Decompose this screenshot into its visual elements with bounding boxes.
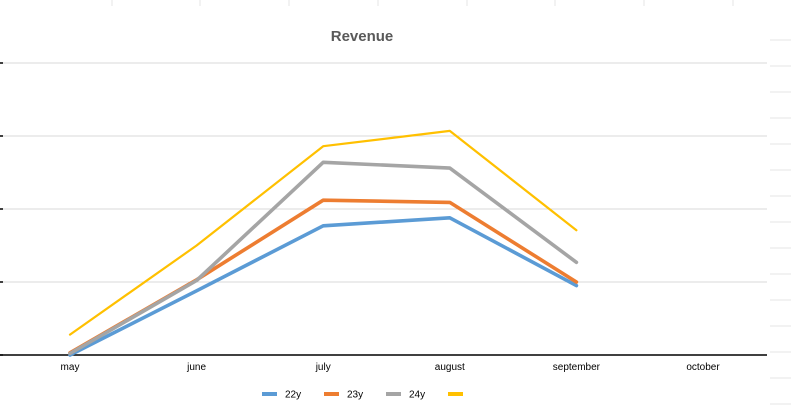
legend-label: 23y	[347, 390, 363, 401]
x-tick-label: october	[686, 362, 720, 373]
legend: 22y 23y 24y	[262, 390, 463, 401]
series-line-23y	[68, 198, 579, 355]
series-line-24y	[68, 160, 579, 356]
spreadsheet-cell-lines	[111, 0, 791, 405]
series-lines	[68, 129, 579, 357]
chart-title: Revenue	[331, 28, 394, 45]
series-line-22y	[68, 216, 579, 357]
legend-label: 22y	[285, 390, 301, 401]
x-tick-label: june	[186, 362, 206, 373]
series-line-unnamed	[68, 129, 578, 336]
tick-labels: may june july august september october	[61, 362, 721, 373]
x-tick-label: september	[553, 362, 601, 373]
legend-label: 24y	[409, 390, 425, 401]
x-tick-label: july	[315, 362, 331, 373]
axes	[0, 62, 767, 356]
x-tick-label: may	[61, 362, 80, 373]
x-tick-label: august	[435, 362, 465, 373]
gridlines	[0, 62, 767, 283]
